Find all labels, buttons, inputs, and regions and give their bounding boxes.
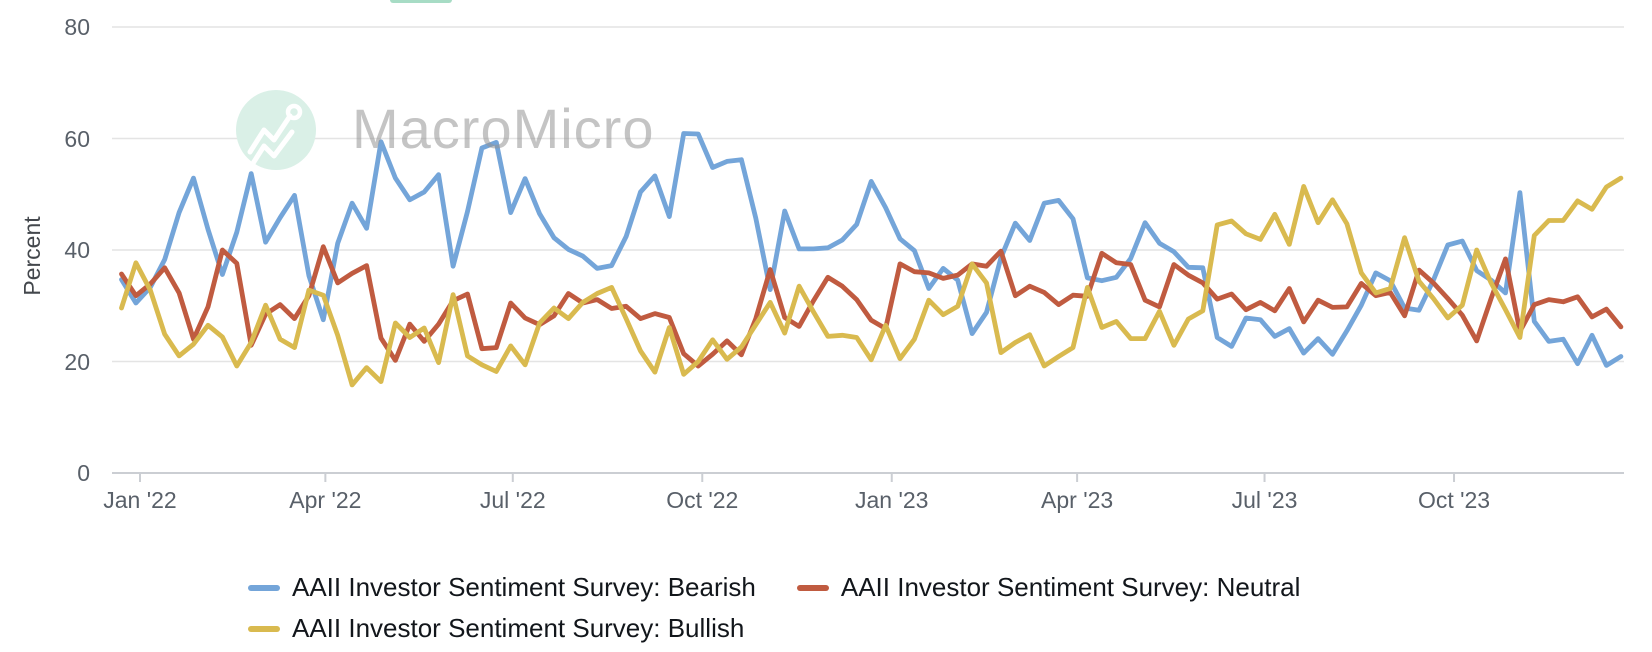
y-tick-label-60: 60: [64, 125, 90, 152]
bullish-line-series[interactable]: [119, 175, 1624, 388]
legend-label: AAII Investor Sentiment Survey: Bullish: [292, 613, 745, 643]
x-tick-label: Oct '22: [666, 487, 739, 513]
x-tick-label: Apr '23: [1041, 487, 1114, 513]
y-tick-label-80: 80: [64, 14, 90, 40]
legend-label: AAII Investor Sentiment Survey: Bearish: [292, 572, 756, 602]
y-tick-label-20: 20: [64, 348, 90, 375]
x-tick-label: Jul '23: [1231, 487, 1298, 513]
x-tick-label: Jan '23: [855, 487, 929, 513]
legend-item-bullish[interactable]: AAII Investor Sentiment Survey: Bullish: [248, 613, 744, 644]
partial-button-fragment[interactable]: [390, 0, 452, 3]
bullish-legend-dash-icon: [248, 625, 280, 632]
x-tick-label: Oct '23: [1417, 487, 1491, 513]
y-tick-label-40: 40: [64, 237, 90, 263]
legend-item-neutral[interactable]: AAII Investor Sentiment Survey: Neutral: [796, 572, 1301, 603]
legend-label: AAII Investor Sentiment Survey: Neutral: [840, 572, 1301, 602]
neutral-line-series[interactable]: [119, 244, 1624, 369]
x-tick-label: Jan '22: [103, 487, 177, 513]
x-tick-label: Apr '22: [289, 487, 362, 513]
legend-item-bearish[interactable]: AAII Investor Sentiment Survey: Bearish: [248, 572, 756, 603]
bearish-legend-dash-icon: [248, 584, 280, 591]
y-tick-label-0: 0: [77, 460, 90, 486]
neutral-legend-dash-icon: [796, 584, 829, 591]
x-tick-label: Jul '22: [479, 487, 546, 513]
chart-legend: AAII Investor Sentiment Survey: Bearish A…: [248, 572, 1398, 644]
